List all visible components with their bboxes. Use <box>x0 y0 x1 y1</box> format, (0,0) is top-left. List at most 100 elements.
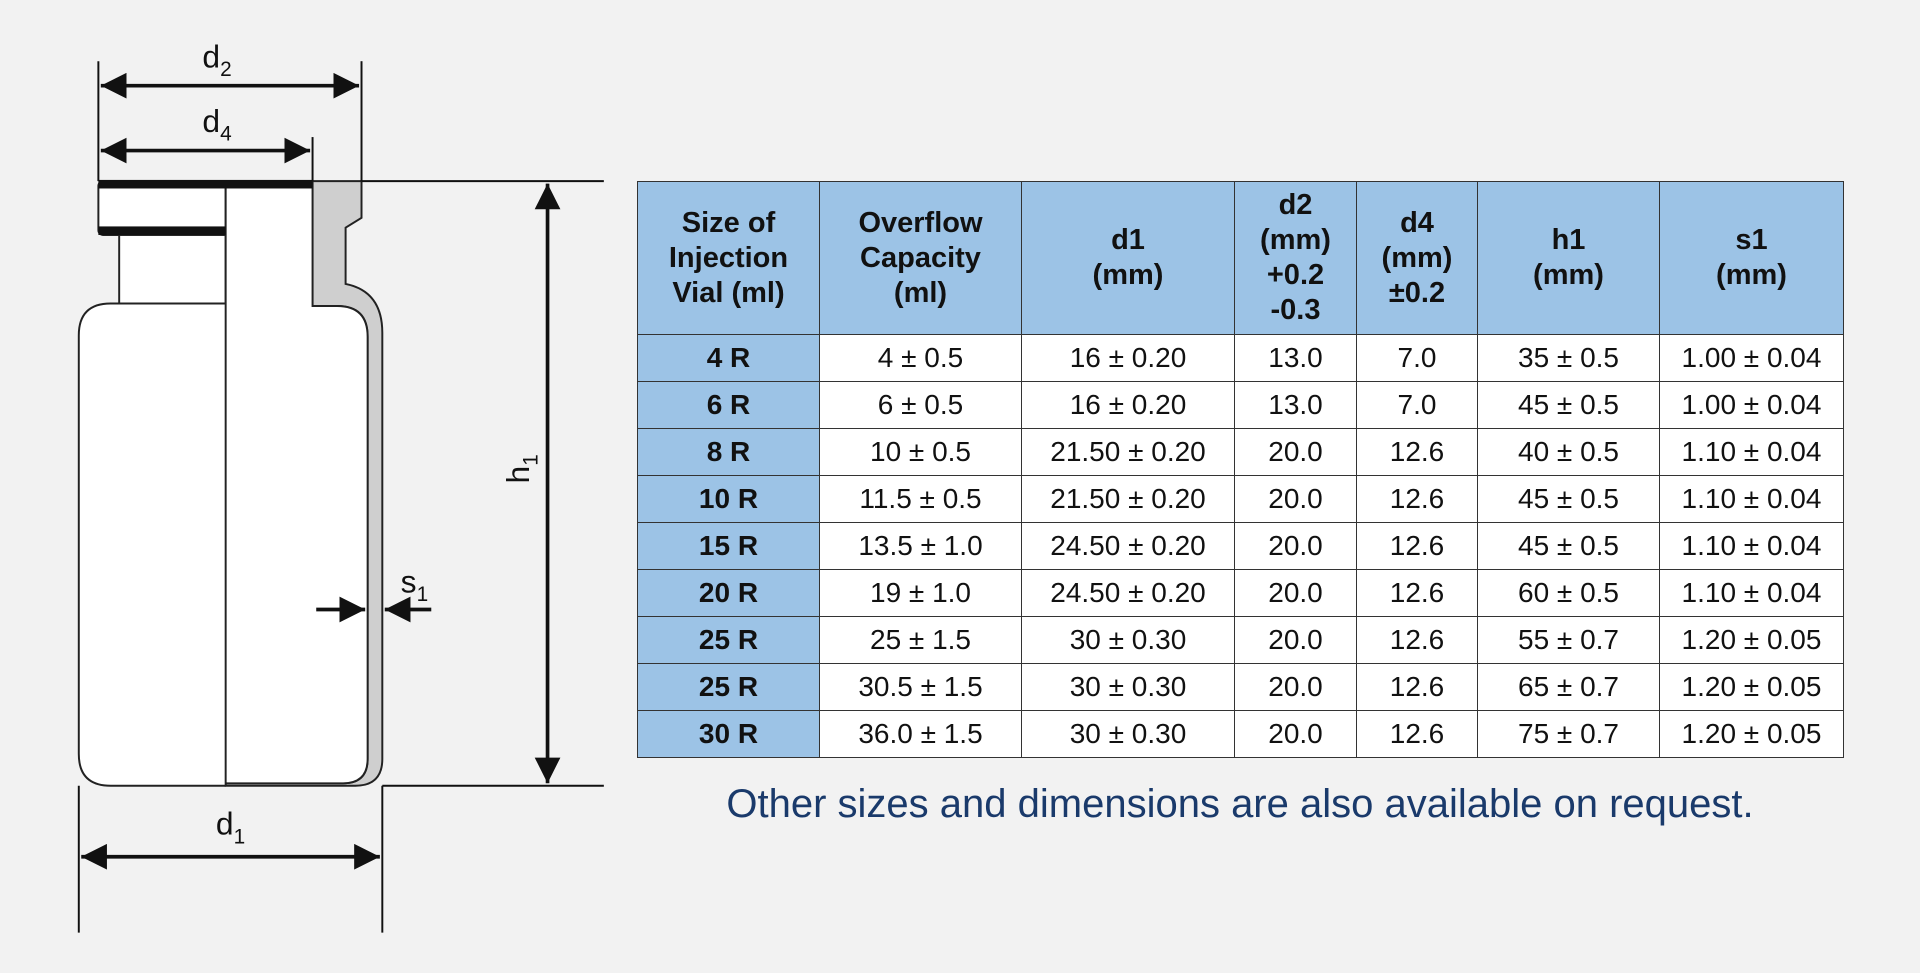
size-cell: 25 R <box>637 616 820 664</box>
header-line: -0.3 <box>1270 294 1321 326</box>
table-row: 25 R 25 ± 1.5 30 ± 0.30 20.0 12.6 55 ± 0.7 1.2… <box>637 616 1844 664</box>
value-cell: 65 ± 0.7 <box>1477 663 1660 711</box>
value-cell: 4 ± 0.5 <box>819 334 1022 382</box>
size-cell: 8 R <box>637 428 820 476</box>
label-subscript: 1 <box>520 454 543 466</box>
value-cell: 45 ± 0.5 <box>1477 475 1660 523</box>
value-cell: 1.20 ± 0.05 <box>1659 663 1844 711</box>
value-cell: 36.0 ± 1.5 <box>819 710 1022 758</box>
header-cell: d4 (mm) ±0.2 <box>1356 181 1478 335</box>
size-cell: 15 R <box>637 522 820 570</box>
value-cell: 1.10 ± 0.04 <box>1659 522 1844 570</box>
value-cell: 1.00 ± 0.04 <box>1659 381 1844 429</box>
value-cell: 1.00 ± 0.04 <box>1659 334 1844 382</box>
value-cell: 16 ± 0.20 <box>1021 334 1235 382</box>
value-cell: 7.0 <box>1356 334 1478 382</box>
value-cell: 30 ± 0.30 <box>1021 663 1235 711</box>
header-cell: s1 (mm) <box>1659 181 1844 335</box>
dimension-label: d1 <box>216 806 245 849</box>
label-subscript: 4 <box>220 123 232 146</box>
value-cell: 7.0 <box>1356 381 1478 429</box>
header-cell: Overflow Capacity (ml) <box>819 181 1022 335</box>
value-cell: 45 ± 0.5 <box>1477 381 1660 429</box>
value-cell: 45 ± 0.5 <box>1477 522 1660 570</box>
header-cell: d1 (mm) <box>1021 181 1235 335</box>
dimension-label: d2 <box>202 38 231 81</box>
size-cell: 25 R <box>637 663 820 711</box>
value-cell: 20.0 <box>1234 475 1357 523</box>
label-base: h <box>500 466 536 484</box>
size-cell: 30 R <box>637 710 820 758</box>
size-cell: 4 R <box>637 334 820 382</box>
value-cell: 12.6 <box>1356 616 1478 664</box>
label-subscript: 1 <box>234 825 246 848</box>
value-cell: 1.20 ± 0.05 <box>1659 710 1844 758</box>
header-line: (mm) <box>1381 241 1453 274</box>
value-cell: 12.6 <box>1356 428 1478 476</box>
value-cell: 60 ± 0.5 <box>1477 569 1660 617</box>
value-cell: 11.5 ± 0.5 <box>819 475 1022 523</box>
value-cell: 40 ± 0.5 <box>1477 428 1660 476</box>
value-cell: 30 ± 0.30 <box>1021 616 1235 664</box>
header-line: (mm) <box>1092 259 1164 291</box>
value-cell: 19 ± 1.0 <box>819 569 1022 617</box>
value-cell: 20.0 <box>1234 428 1357 476</box>
table-row: 20 R 19 ± 1.0 24.50 ± 0.20 20.0 12.6 60 ± 0.5… <box>637 569 1844 617</box>
table-row: 8 R 10 ± 0.5 21.50 ± 0.20 20.0 12.6 40 ± 0.5 1… <box>637 428 1844 476</box>
label-subscript: 1 <box>417 583 429 606</box>
value-cell: 25 ± 1.5 <box>819 616 1022 664</box>
value-cell: 16 ± 0.20 <box>1021 381 1235 429</box>
value-cell: 75 ± 0.7 <box>1477 710 1660 758</box>
value-cell: 1.20 ± 0.05 <box>1659 616 1844 664</box>
value-cell: 1.10 ± 0.04 <box>1659 569 1844 617</box>
value-cell: 20.0 <box>1234 616 1357 664</box>
value-cell: 1.10 ± 0.04 <box>1659 475 1844 523</box>
value-cell: 24.50 ± 0.20 <box>1021 522 1235 570</box>
header-line: d4 <box>1400 206 1434 239</box>
extension-lines <box>77 61 604 933</box>
header-line: ±0.2 <box>1388 276 1446 309</box>
crimp-bands <box>98 179 313 235</box>
value-cell: 21.50 ± 0.20 <box>1021 475 1235 523</box>
header-line: Size of <box>681 206 776 239</box>
value-cell: 35 ± 0.5 <box>1477 334 1660 382</box>
vial-outline <box>77 180 384 787</box>
header-row: Size of Injection Vial (ml) Overflow Capacit… <box>637 181 1844 335</box>
size-cell: 20 R <box>637 569 820 617</box>
value-cell: 12.6 <box>1356 522 1478 570</box>
header-line: Vial (ml) <box>672 276 785 309</box>
value-cell: 13.5 ± 1.0 <box>819 522 1022 570</box>
value-cell: 55 ± 0.7 <box>1477 616 1660 664</box>
value-cell: 12.6 <box>1356 569 1478 617</box>
value-cell: 13.0 <box>1234 334 1357 382</box>
header-cell: Size of Injection Vial (ml) <box>637 181 820 335</box>
size-cell: 10 R <box>637 475 820 523</box>
header-line: Injection <box>668 241 789 274</box>
header-line: d1 <box>1111 224 1145 256</box>
header-line: s1 <box>1735 224 1768 256</box>
value-cell: 20.0 <box>1234 569 1357 617</box>
table-row: 10 R 11.5 ± 0.5 21.50 ± 0.20 20.0 12.6 45 ± 0… <box>637 475 1844 523</box>
header-cell: h1 (mm) <box>1477 181 1660 335</box>
header-line: Capacity <box>860 241 981 274</box>
label-base: d <box>202 103 220 139</box>
value-cell: 1.10 ± 0.04 <box>1659 428 1844 476</box>
value-cell: 20.0 <box>1234 522 1357 570</box>
value-cell: 30 ± 0.30 <box>1021 710 1235 758</box>
header-line: +0.2 <box>1266 259 1325 291</box>
dimension-label: h1 <box>500 454 543 483</box>
header-line: (mm) <box>1260 224 1331 256</box>
size-cell: 6 R <box>637 381 820 429</box>
table-row: 15 R 13.5 ± 1.0 24.50 ± 0.20 20.0 12.6 45 ± 0… <box>637 522 1844 570</box>
spec-table: Size of Injection Vial (ml) Overflow Capacit… <box>637 181 1844 758</box>
value-cell: 20.0 <box>1234 663 1357 711</box>
label-subscript: 2 <box>220 58 232 81</box>
value-cell: 21.50 ± 0.20 <box>1021 428 1235 476</box>
header-line: d2 <box>1278 189 1313 221</box>
